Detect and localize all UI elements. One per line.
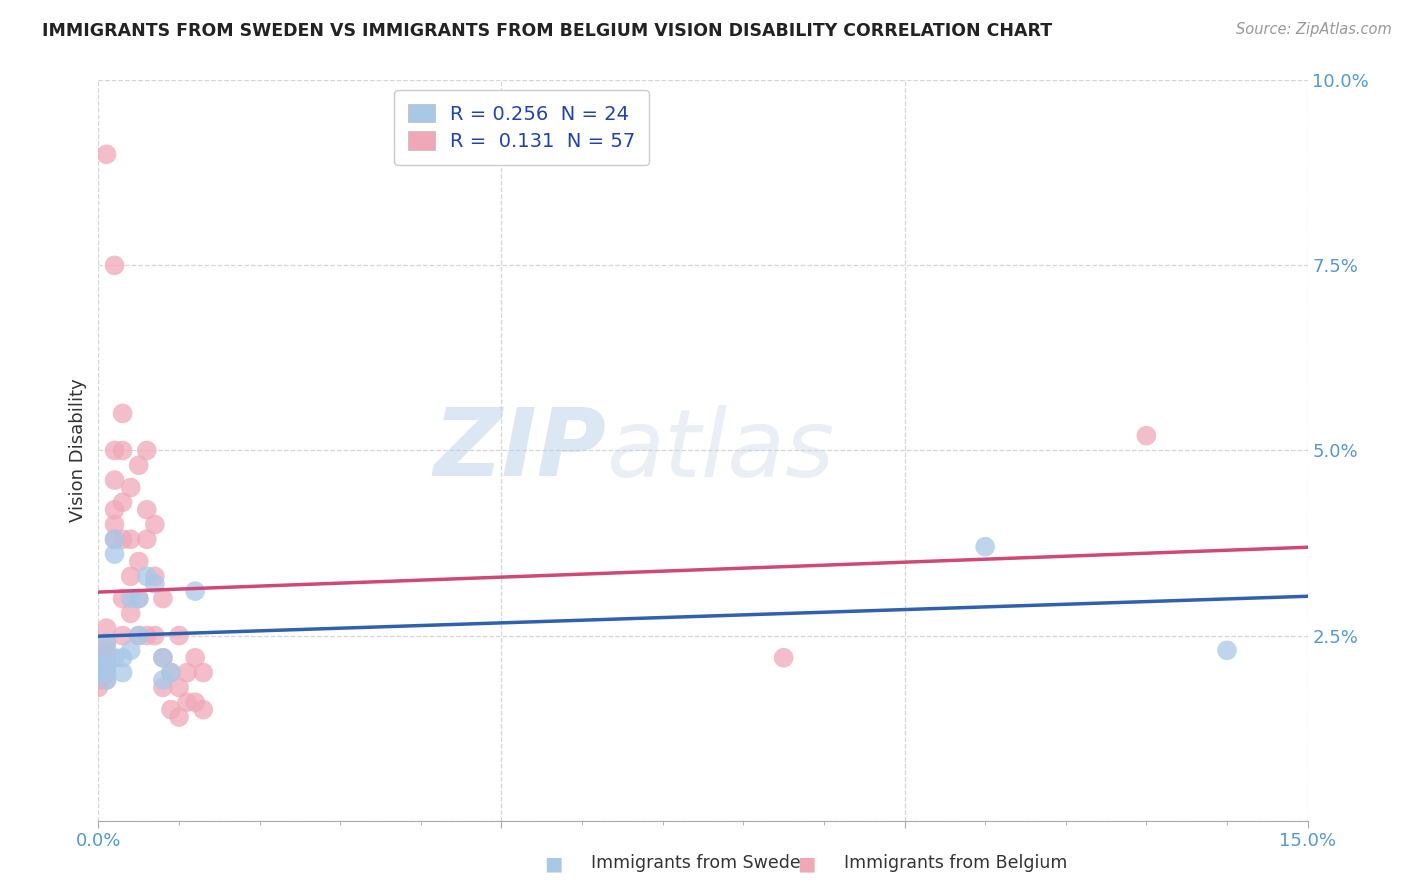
Point [128,591,150,606]
Point [135,569,157,583]
Point [96,665,118,680]
Point [111,628,134,642]
Point [96,636,118,650]
Point [143,569,166,583]
Text: Immigrants from Sweden: Immigrants from Sweden [591,855,811,872]
Point [160,665,183,680]
Point [152,681,174,695]
Point [128,628,150,642]
Point [96,658,118,673]
Point [167,628,190,642]
Point [120,607,142,621]
Point [96,621,118,635]
Point [974,540,997,554]
Point [152,650,174,665]
Point [135,502,157,516]
Point [184,650,207,665]
Point [111,443,134,458]
Point [152,650,174,665]
Text: atlas: atlas [606,405,835,496]
Point [87,681,110,695]
Point [111,650,134,665]
Point [87,658,110,673]
Point [128,628,150,642]
Y-axis label: Vision Disability: Vision Disability [69,378,87,523]
Point [103,533,125,547]
Point [111,533,134,547]
Point [103,547,125,561]
Point [87,673,110,687]
Point [135,628,157,642]
Point [135,533,157,547]
Point [103,443,125,458]
Point [193,665,215,680]
Point [103,517,125,532]
Point [120,591,142,606]
Point [176,665,198,680]
Text: IMMIGRANTS FROM SWEDEN VS IMMIGRANTS FROM BELGIUM VISION DISABILITY CORRELATION : IMMIGRANTS FROM SWEDEN VS IMMIGRANTS FRO… [42,22,1052,40]
Point [184,695,207,709]
Point [1135,428,1157,442]
Point [152,673,174,687]
Point [103,259,125,273]
Point [167,710,190,724]
Point [96,673,118,687]
Point [143,628,166,642]
Point [120,533,142,547]
Point [96,673,118,687]
Text: ■: ■ [544,854,562,873]
Point [143,517,166,532]
Point [143,576,166,591]
Point [176,695,198,709]
Point [96,658,118,673]
Point [120,481,142,495]
Point [96,636,118,650]
Point [152,591,174,606]
Point [87,650,110,665]
Point [103,502,125,516]
Point [103,650,125,665]
Point [160,703,183,717]
Legend: R = 0.256  N = 24, R =  0.131  N = 57: R = 0.256 N = 24, R = 0.131 N = 57 [394,90,650,165]
Point [120,569,142,583]
Point [772,650,794,665]
Point [96,147,118,161]
Point [87,665,110,680]
Point [87,650,110,665]
Point [128,458,150,473]
Point [128,554,150,569]
Point [103,473,125,487]
Point [87,665,110,680]
Point [1216,643,1239,657]
Point [135,443,157,458]
Text: ZIP: ZIP [433,404,606,497]
Point [120,643,142,657]
Point [96,643,118,657]
Point [111,591,134,606]
Point [184,584,207,599]
Point [111,407,134,421]
Point [87,658,110,673]
Point [193,703,215,717]
Point [103,533,125,547]
Point [160,665,183,680]
Point [96,665,118,680]
Point [167,681,190,695]
Point [96,650,118,665]
Text: ■: ■ [797,854,815,873]
Text: Immigrants from Belgium: Immigrants from Belgium [844,855,1067,872]
Point [111,665,134,680]
Point [87,650,110,665]
Point [111,495,134,509]
Point [128,591,150,606]
Text: Source: ZipAtlas.com: Source: ZipAtlas.com [1236,22,1392,37]
